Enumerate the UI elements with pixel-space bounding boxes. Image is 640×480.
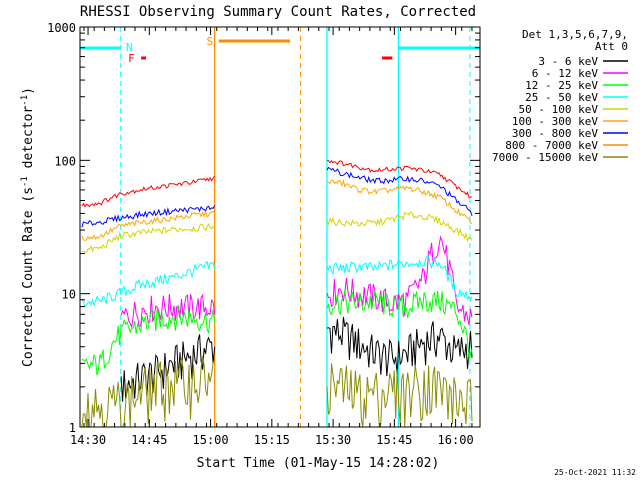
y-tick-label-2: 100 bbox=[54, 154, 76, 168]
y-axis: 1 10 100 1000 bbox=[47, 21, 480, 435]
time-bands bbox=[79, 27, 480, 427]
x-axis-label: Start Time (01-May-15 14:28:02) bbox=[197, 456, 440, 471]
annotation-n: N bbox=[126, 41, 133, 54]
series-pre-4 bbox=[81, 223, 216, 253]
series-post-5 bbox=[326, 179, 473, 224]
series-red-pre bbox=[81, 175, 216, 208]
y-axis-label: Corrected Count Rate (s-1 detector-1) bbox=[20, 87, 36, 367]
plot-frame bbox=[79, 26, 481, 428]
series-pre-3 bbox=[81, 260, 216, 307]
x-axis: 14:30 14:45 15:00 15:15 15:30 15:45 16:00 bbox=[70, 27, 474, 447]
annotation-s: S bbox=[206, 35, 213, 48]
series-pre-2 bbox=[81, 305, 216, 376]
x-tick-label-2: 15:00 bbox=[193, 433, 229, 447]
series-post-8 bbox=[326, 363, 473, 428]
series-pre-0 bbox=[120, 334, 216, 402]
series-post-2 bbox=[326, 289, 473, 360]
series-pre-6 bbox=[81, 205, 216, 228]
y-axis-label-part2: detector bbox=[21, 106, 36, 177]
chart-title: RHESSI Observing Summary Count Rates, Co… bbox=[80, 4, 476, 20]
legend-label-1: 6 - 12 keV bbox=[532, 67, 599, 80]
series-layer bbox=[81, 159, 473, 428]
y-axis-label-sup1: -1 bbox=[20, 176, 30, 187]
legend-label-7: 800 - 7000 keV bbox=[505, 139, 598, 152]
legend-label-5: 100 - 300 keV bbox=[512, 115, 598, 128]
annotation-layer: NF S bbox=[126, 35, 213, 65]
legend-label-0: 3 - 6 keV bbox=[538, 55, 598, 68]
y-tick-label-3: 1000 bbox=[47, 21, 76, 35]
legend-header-line1: Det 1,3,5,6,7,9, bbox=[522, 28, 628, 41]
series-pre-5 bbox=[81, 209, 216, 241]
series-post-3 bbox=[326, 255, 473, 302]
series-post-0 bbox=[326, 316, 473, 377]
legend-label-6: 300 - 800 keV bbox=[512, 127, 598, 140]
series-post-1 bbox=[326, 235, 473, 326]
x-tick-label-3: 15:15 bbox=[254, 433, 290, 447]
x-tick-label-4: 15:30 bbox=[315, 433, 351, 447]
legend-label-2: 12 - 25 keV bbox=[525, 79, 598, 92]
x-tick-label-0: 14:30 bbox=[70, 433, 106, 447]
annotation-f: F bbox=[128, 52, 135, 65]
series-red-post bbox=[326, 159, 473, 199]
legend-label-8: 7000 - 15000 keV bbox=[492, 151, 598, 164]
y-axis-label-sup2: -1 bbox=[20, 95, 30, 106]
x-tick-label-6: 16:00 bbox=[438, 433, 474, 447]
legend-header-line2: Att 0 bbox=[595, 40, 628, 53]
legend-label-4: 50 - 100 keV bbox=[519, 103, 599, 116]
x-tick-label-1: 14:45 bbox=[131, 433, 167, 447]
y-tick-label-0: 1 bbox=[69, 421, 76, 435]
y-axis-label-part1: Corrected Count Rate (s bbox=[21, 187, 36, 367]
y-axis-label-part3: ) bbox=[21, 87, 36, 95]
x-tick-label-5: 15:45 bbox=[376, 433, 412, 447]
series-pre-1 bbox=[120, 293, 216, 329]
legend-label-3: 25 - 50 keV bbox=[525, 91, 598, 104]
series-post-6 bbox=[326, 166, 473, 217]
footer-date: 25-Oct-2021 11:32 bbox=[554, 468, 636, 477]
series-post-4 bbox=[326, 210, 473, 243]
y-tick-label-1: 10 bbox=[62, 288, 76, 302]
